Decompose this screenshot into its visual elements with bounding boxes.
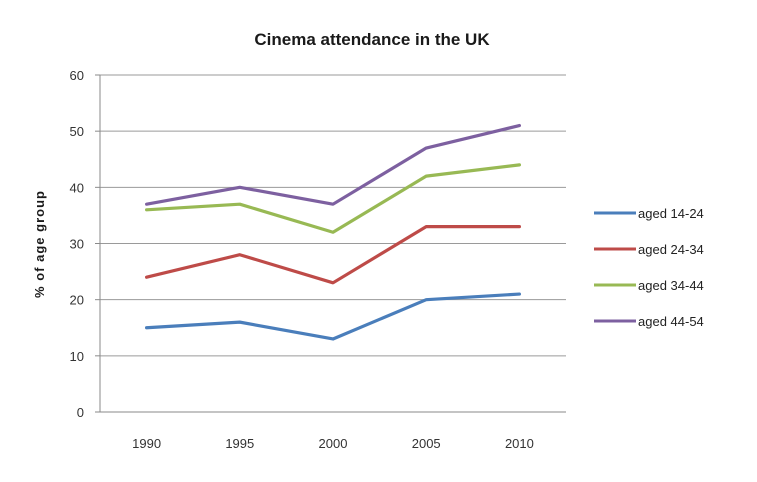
data-point (145, 276, 148, 279)
x-tick-label: 1995 (225, 436, 254, 451)
data-point (331, 337, 335, 341)
data-point (425, 174, 428, 178)
legend: aged 14-24 aged 24-34 aged 34-44 aged 44-54 (594, 206, 704, 329)
y-tick-label: 50 (70, 124, 84, 139)
data-point (238, 202, 241, 206)
chart-title: Cinema attendance in the UK (254, 30, 490, 49)
data-point (145, 208, 148, 211)
data-point (331, 202, 335, 206)
data-point (238, 253, 241, 256)
data-point (425, 298, 428, 301)
data-point (238, 320, 241, 324)
x-tick-label: 1990 (132, 436, 161, 451)
legend-label-3: aged 34-44 (638, 278, 704, 293)
data-point (518, 124, 521, 127)
legend-label-2: aged 24-34 (638, 242, 704, 257)
data-point (238, 186, 241, 189)
data-point (145, 326, 148, 329)
series-line-2 (145, 225, 522, 285)
y-tick-label: 20 (70, 293, 84, 308)
data-point (331, 231, 335, 234)
data-point (518, 292, 521, 296)
series-lines (145, 123, 522, 341)
data-point (425, 225, 428, 228)
x-tick-label: 2000 (319, 436, 348, 451)
legend-label-4: aged 44-54 (638, 314, 704, 329)
y-tick-label: 10 (70, 349, 84, 364)
series-line-1 (145, 292, 522, 341)
y-tick-label: 30 (70, 237, 84, 252)
x-tick-label: 2010 (505, 436, 534, 451)
data-point (145, 202, 148, 206)
y-tick-label: 40 (70, 180, 84, 195)
gridlines (100, 74, 566, 357)
y-tick-label: 60 (70, 68, 84, 83)
data-point (518, 225, 521, 228)
series-line-3 (145, 163, 522, 234)
data-point (425, 146, 428, 150)
axes: 0 10 20 30 40 50 60 1990 1995 2000 2005 2010 (70, 68, 566, 451)
data-point (518, 163, 521, 167)
x-tick-label: 2005 (412, 436, 441, 451)
y-axis-label: % of age group (32, 190, 47, 298)
y-tick-label: 0 (77, 405, 84, 420)
legend-label-1: aged 14-24 (638, 206, 704, 221)
data-point (331, 281, 335, 285)
series-line-4 (145, 123, 522, 206)
